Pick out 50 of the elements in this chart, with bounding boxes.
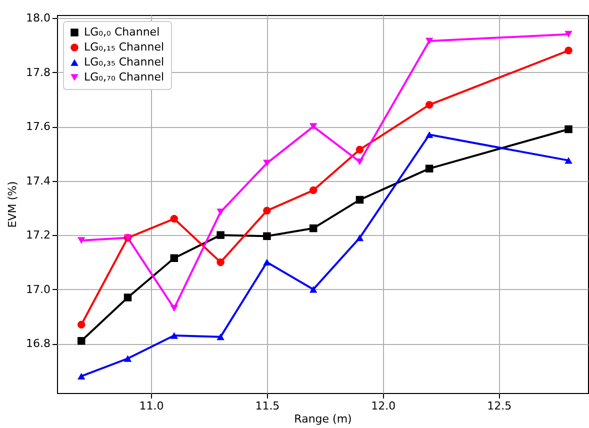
y-tick-label: 17.6: [26, 120, 50, 134]
x-tick-label: 12.0: [371, 400, 396, 412]
point: [356, 196, 364, 204]
y-tick-label: 17.8: [26, 66, 50, 79]
point: [77, 320, 86, 328]
y-tick-label: 17.2: [26, 228, 50, 242]
point: [309, 123, 318, 130]
y-tick-label: 17.4: [26, 174, 50, 188]
x-tick-label: 11.5: [255, 400, 280, 412]
point: [425, 100, 434, 109]
point: [356, 146, 364, 154]
point: [309, 224, 318, 232]
point: [263, 232, 271, 240]
point: [263, 160, 271, 167]
point: [77, 237, 86, 244]
point: [124, 355, 132, 362]
point: [425, 131, 434, 138]
legend-label: LG₀,₇₀ Channel: [84, 70, 164, 84]
point: [216, 258, 224, 266]
point: [263, 206, 271, 215]
x-tick-label: 11.0: [139, 400, 164, 412]
point: [564, 46, 572, 54]
x-tick-label: 12.5: [487, 400, 512, 412]
point: [425, 38, 434, 44]
point: [564, 157, 572, 164]
point: [216, 208, 224, 216]
point: [216, 231, 224, 239]
point: [564, 30, 572, 38]
x-axis-title: Range (m): [294, 412, 352, 426]
point: [77, 337, 86, 345]
y-tick-label: 17.0: [26, 282, 50, 296]
point: [170, 254, 178, 262]
point: [564, 125, 572, 134]
point: [170, 304, 178, 312]
y-tick-label: 16.8: [26, 337, 50, 350]
point: [216, 333, 224, 340]
point: [124, 294, 132, 302]
legend-label: LG₀,₀ Channel: [84, 26, 160, 38]
point: [309, 186, 318, 194]
point: [425, 164, 434, 172]
legend-label: LG₀,₁₅ Channel: [84, 40, 164, 54]
point: [77, 372, 86, 380]
point: [170, 214, 178, 223]
point: [309, 286, 318, 293]
y-tick-label: 18.0: [26, 11, 50, 24]
y-axis-title: EVM (%): [6, 181, 20, 228]
point: [170, 332, 178, 339]
legend-label: LG₀,₃₅ Channel: [84, 56, 164, 68]
point: [263, 258, 271, 266]
point: [356, 234, 364, 242]
